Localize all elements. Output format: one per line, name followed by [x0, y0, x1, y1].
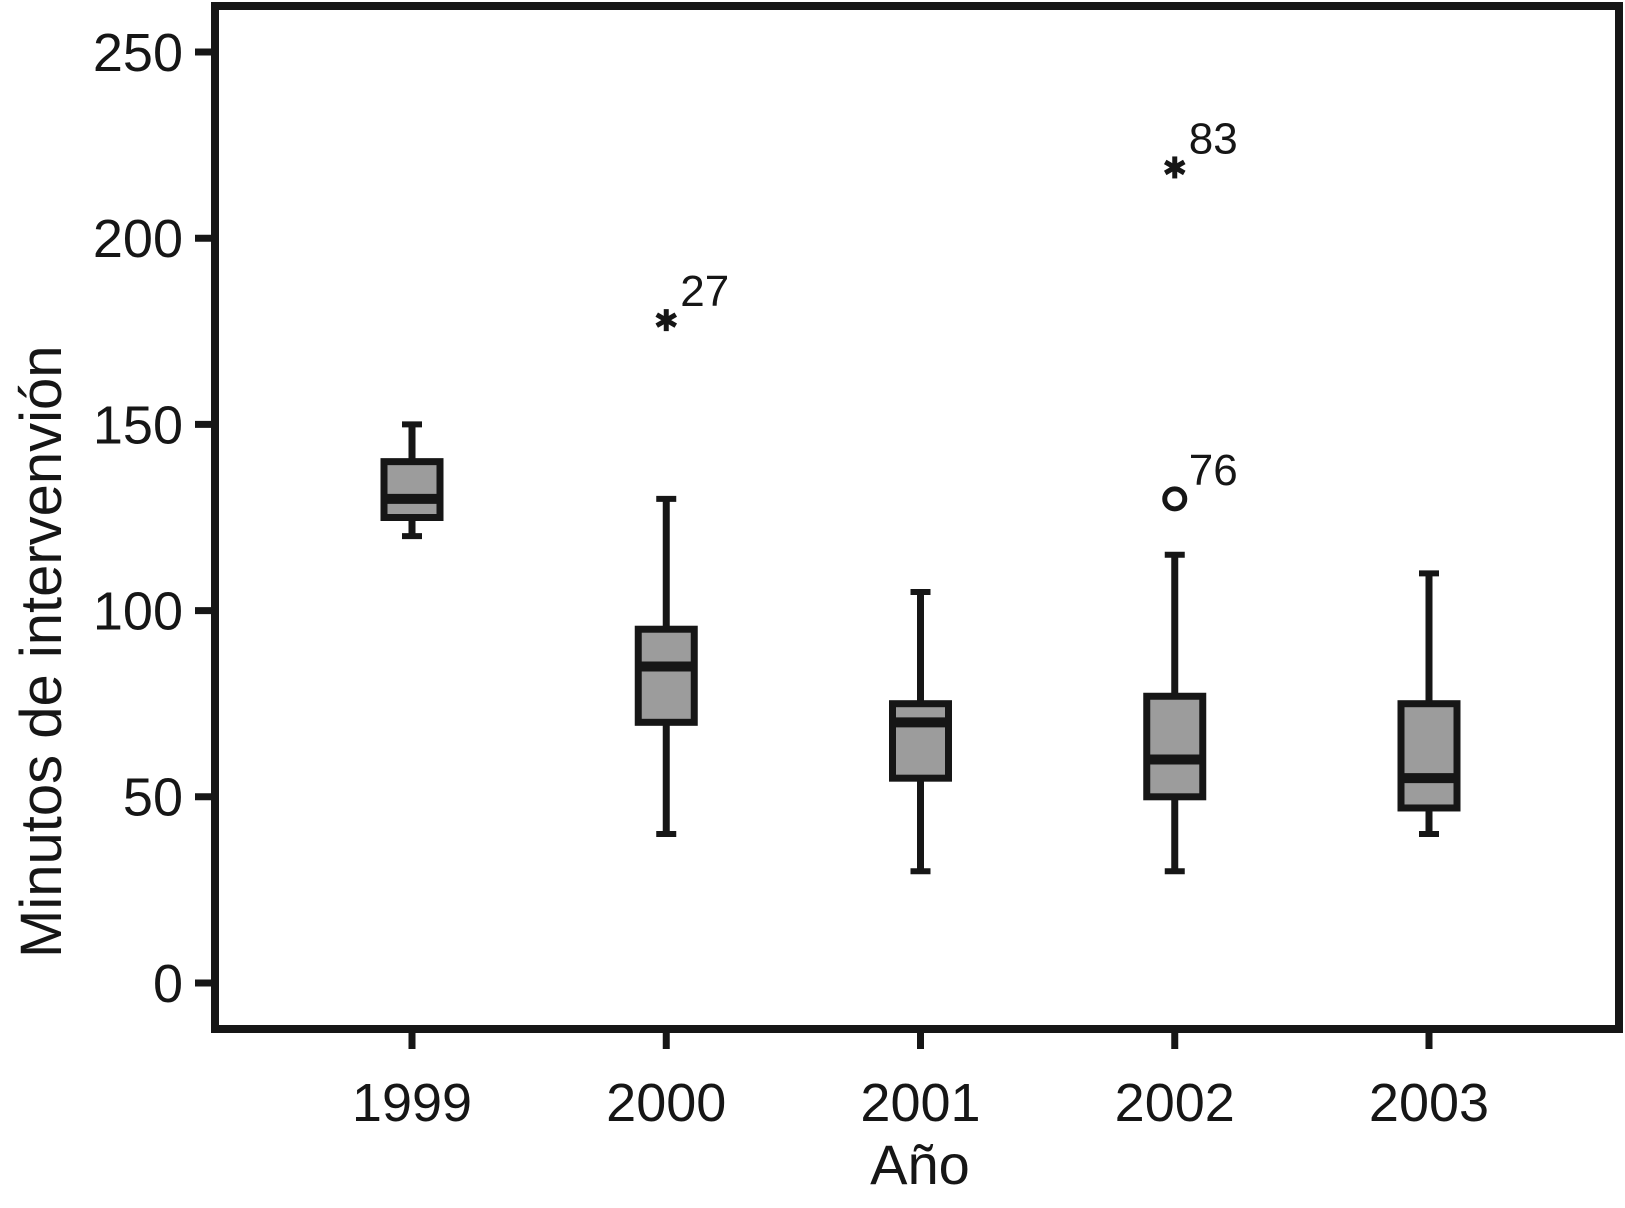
- y-tick-label-50: 50: [123, 768, 183, 828]
- y-tick-label-100: 100: [93, 582, 183, 642]
- box-2001: [889, 700, 952, 782]
- x-tick-label-2003: 2003: [1369, 1073, 1489, 1133]
- outlier-label-27: 27: [680, 267, 729, 316]
- y-tick-label-0: 0: [153, 954, 183, 1014]
- y-tick-label-150: 150: [93, 395, 183, 455]
- box-2003: [1397, 700, 1461, 812]
- y-tick-label-250: 250: [93, 23, 183, 83]
- x-tick-label-1999: 1999: [352, 1073, 472, 1133]
- outlier-label-83: 83: [1189, 114, 1238, 163]
- outlier-label-76: 76: [1189, 446, 1238, 495]
- box-1999: [380, 458, 444, 522]
- y-tick-label-200: 200: [93, 209, 183, 269]
- x-tick-label-2001: 2001: [860, 1073, 980, 1133]
- outlier-asterisk-2002: [1163, 156, 1186, 179]
- x-axis-title: Año: [870, 1133, 970, 1196]
- box-2002: [1143, 692, 1207, 801]
- box-2000: [634, 625, 698, 726]
- outlier-circle-2002: [1162, 486, 1188, 512]
- x-tick-label-2000: 2000: [606, 1073, 726, 1133]
- outlier-asterisk-2000: [655, 309, 678, 332]
- x-tick-label-2002: 2002: [1115, 1073, 1235, 1133]
